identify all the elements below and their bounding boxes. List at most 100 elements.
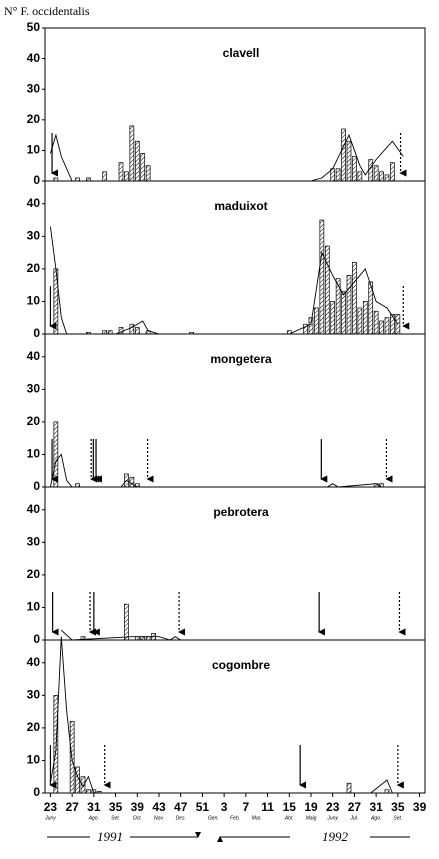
bar bbox=[384, 174, 390, 182]
y-tick-label: 0 bbox=[33, 785, 40, 799]
y-axis-label: N° F. occidentalis bbox=[4, 4, 90, 18]
x-tick-label: 43 bbox=[152, 800, 166, 814]
y-tick-label: 40 bbox=[27, 502, 41, 516]
x-tick-label: 15 bbox=[283, 800, 297, 814]
bar bbox=[335, 168, 341, 182]
y-tick-label: 0 bbox=[33, 173, 40, 187]
bar bbox=[80, 776, 86, 794]
month-label: Maig bbox=[306, 815, 317, 821]
bar bbox=[395, 314, 401, 335]
bar bbox=[102, 171, 108, 182]
x-tick-label: 19 bbox=[304, 800, 318, 814]
bar bbox=[357, 307, 363, 335]
year-label: 1992 bbox=[322, 829, 349, 844]
y-tick-label: 50 bbox=[27, 20, 41, 34]
bar bbox=[368, 159, 374, 182]
bar bbox=[330, 168, 336, 182]
month-label: Oct. bbox=[133, 815, 142, 821]
line bbox=[49, 636, 393, 794]
bar bbox=[352, 156, 357, 182]
bar bbox=[384, 789, 390, 794]
bar bbox=[390, 162, 395, 182]
y-tick-label: 20 bbox=[27, 720, 41, 734]
line bbox=[49, 133, 404, 182]
x-tick-label: 35 bbox=[391, 800, 405, 814]
bar bbox=[86, 789, 91, 794]
bar bbox=[346, 782, 352, 794]
bar bbox=[124, 171, 129, 182]
bar bbox=[319, 219, 325, 335]
bar bbox=[362, 301, 368, 335]
x-tick-label: 31 bbox=[369, 800, 383, 814]
bar bbox=[118, 327, 124, 335]
y-tick-label: 40 bbox=[27, 655, 41, 669]
bar bbox=[134, 327, 140, 335]
y-tick-label: 20 bbox=[27, 567, 41, 581]
bar bbox=[308, 317, 314, 335]
bar bbox=[373, 165, 379, 182]
month-label: Juny bbox=[326, 815, 338, 821]
bar bbox=[379, 320, 384, 335]
bar bbox=[140, 153, 146, 182]
bar bbox=[330, 301, 336, 335]
line bbox=[49, 453, 382, 488]
y-tick-label: 20 bbox=[27, 112, 41, 126]
y-tick-label: 10 bbox=[27, 600, 41, 614]
x-tick-label: 27 bbox=[348, 800, 362, 814]
bar bbox=[341, 291, 346, 335]
y-tick-label: 20 bbox=[27, 414, 41, 428]
y-tick-label: 40 bbox=[27, 196, 41, 210]
bar bbox=[314, 307, 319, 335]
y-tick-label: 30 bbox=[27, 535, 41, 549]
bar bbox=[346, 140, 352, 182]
bar bbox=[341, 128, 346, 182]
bar bbox=[118, 162, 124, 182]
x-tick-label: 39 bbox=[131, 800, 145, 814]
month-label: Juny bbox=[44, 815, 56, 821]
x-tick-label: 27 bbox=[65, 800, 79, 814]
y-tick-label: 10 bbox=[27, 143, 41, 157]
bar bbox=[124, 603, 129, 641]
y-tick-label: 40 bbox=[27, 349, 41, 363]
month-label: Gen. bbox=[208, 815, 219, 821]
x-tick-label: 3 bbox=[221, 800, 228, 814]
x-tick-label: 23 bbox=[44, 800, 58, 814]
bar bbox=[379, 171, 384, 182]
month-label: Set. bbox=[393, 815, 402, 821]
x-tick-label: 47 bbox=[174, 800, 188, 814]
month-label: Des. bbox=[176, 815, 186, 821]
y-tick-label: 30 bbox=[27, 229, 41, 243]
month-label: Ago. bbox=[88, 815, 99, 821]
x-tick-label: 39 bbox=[413, 800, 427, 814]
y-tick-label: 40 bbox=[27, 51, 41, 65]
y-tick-label: 30 bbox=[27, 382, 41, 396]
bar bbox=[373, 310, 379, 335]
panel-title: pebrotera bbox=[213, 505, 269, 519]
panel-title: cogombre bbox=[212, 658, 270, 672]
bar bbox=[129, 476, 135, 488]
y-tick-label: 0 bbox=[33, 632, 40, 646]
month-label: Jul. bbox=[350, 815, 359, 821]
bar bbox=[129, 125, 135, 182]
month-label: Abr. bbox=[284, 815, 294, 821]
y-tick-label: 30 bbox=[27, 81, 41, 95]
month-label: Feb. bbox=[230, 815, 240, 821]
bar bbox=[53, 421, 59, 488]
bar bbox=[346, 275, 352, 335]
panel-title: maduixot bbox=[214, 199, 267, 213]
line bbox=[60, 629, 181, 641]
bar bbox=[357, 171, 363, 182]
bar bbox=[134, 140, 140, 182]
bar bbox=[129, 323, 135, 335]
month-label: Set. bbox=[111, 815, 120, 821]
month-label: Ago. bbox=[370, 815, 381, 821]
y-tick-label: 30 bbox=[27, 688, 41, 702]
bar bbox=[352, 262, 357, 335]
y-tick-label: 0 bbox=[33, 479, 40, 493]
month-label: Mar. bbox=[252, 815, 262, 821]
bar bbox=[324, 245, 330, 335]
bar bbox=[384, 317, 390, 335]
panel-title: clavell bbox=[223, 46, 260, 60]
x-tick-label: 31 bbox=[87, 800, 101, 814]
